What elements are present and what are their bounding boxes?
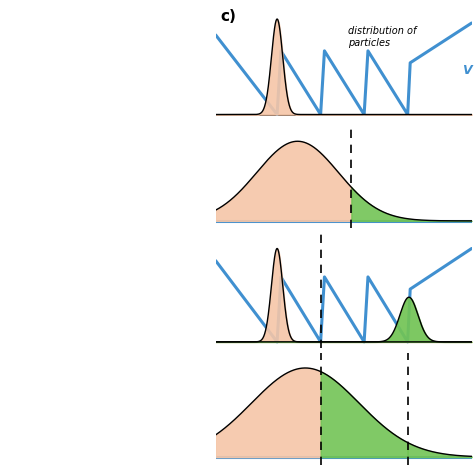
Text: V: V [462,64,472,77]
Text: c): c) [220,9,236,25]
Text: distribution of
particles: distribution of particles [348,26,417,48]
